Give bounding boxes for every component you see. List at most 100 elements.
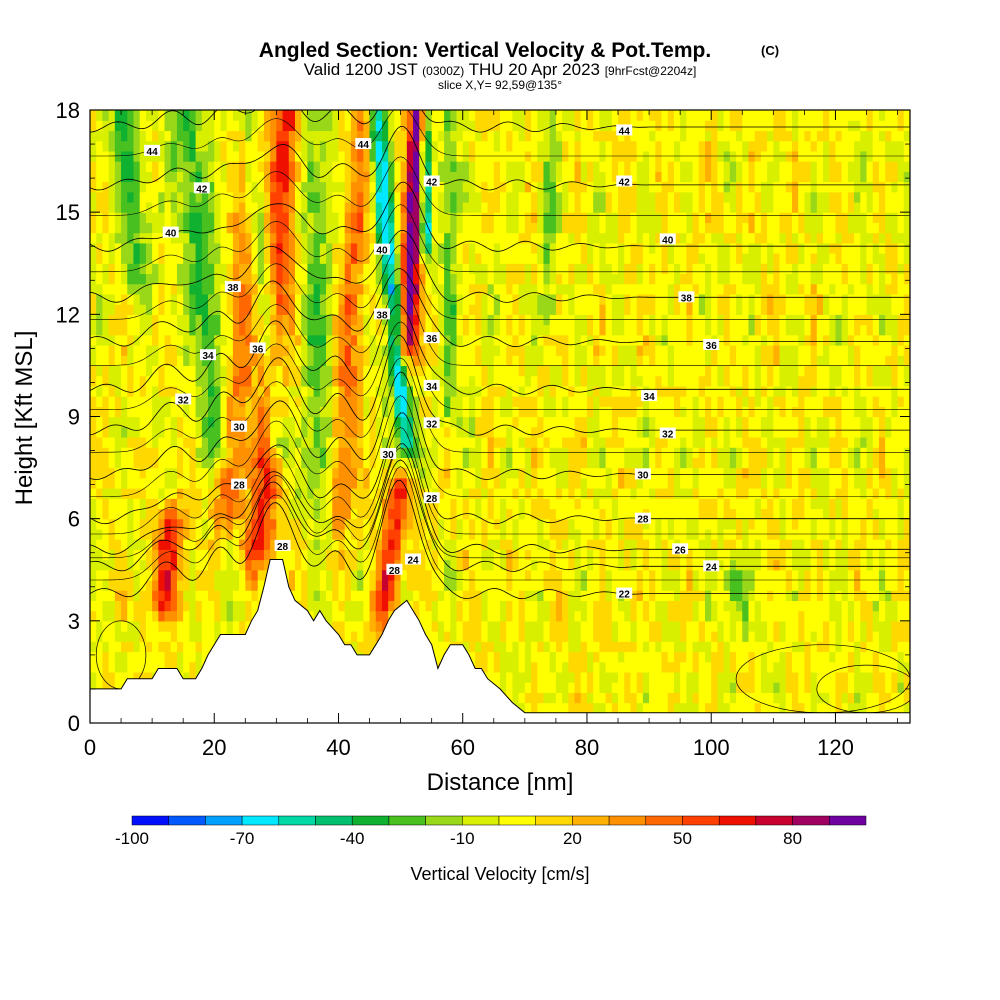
heat-cell (562, 467, 569, 479)
heat-cell (226, 467, 234, 479)
heat-cell (338, 253, 346, 264)
heat-cell (388, 539, 395, 550)
heat-cell (493, 518, 501, 530)
heat-cell (108, 120, 116, 132)
heat-cell (189, 467, 197, 479)
heat-cell (276, 375, 284, 387)
heat-cell (586, 140, 594, 152)
heat-cell (357, 181, 364, 193)
heat-cell (245, 324, 253, 336)
heat-cell (301, 528, 309, 540)
heat-cell (599, 671, 607, 683)
heat-cell (444, 447, 451, 458)
heat-cell (586, 396, 594, 407)
heat-cell (475, 600, 482, 612)
heat-cell (500, 283, 507, 295)
heat-cell (524, 702, 532, 714)
heat-cell (400, 110, 408, 121)
heat-cell (537, 314, 545, 326)
heat-cell (468, 355, 476, 367)
heat-cell (326, 120, 333, 132)
heat-cell (251, 212, 259, 223)
heat-cell (239, 579, 246, 591)
heat-cell (282, 467, 290, 479)
heat-cell (524, 110, 532, 121)
heat-cell (375, 344, 383, 356)
heat-cell (568, 222, 576, 234)
heat-cell (108, 436, 116, 448)
heat-cell (270, 191, 277, 203)
heat-cell (549, 232, 557, 244)
heat-cell (170, 161, 178, 172)
heat-cell (481, 600, 489, 612)
heat-cell (108, 283, 116, 295)
heat-cell (512, 426, 520, 438)
heat-cell (226, 181, 234, 193)
heat-cell (251, 457, 259, 469)
heat-cell (127, 508, 135, 520)
heat-cell (394, 375, 402, 387)
heat-cell (506, 355, 514, 367)
heat-cell (413, 477, 420, 489)
heat-cell (133, 191, 141, 203)
heat-cell (295, 161, 302, 172)
heat-cell (220, 120, 228, 132)
heat-cell (319, 263, 327, 275)
heat-cell (543, 396, 551, 407)
heat-cell (580, 253, 588, 264)
heat-cell (543, 702, 551, 714)
heat-cell (176, 273, 184, 285)
heat-cell (555, 344, 563, 356)
heat-cell (208, 304, 215, 315)
heat-cell (500, 396, 507, 407)
heat-cell (580, 518, 588, 530)
heat-cell (481, 498, 489, 510)
heat-cell (226, 140, 234, 152)
heat-cell (456, 140, 464, 152)
heat-cell (388, 426, 395, 438)
heat-cell (543, 365, 551, 377)
heat-cell (338, 610, 346, 622)
heat-cell (239, 130, 246, 142)
heat-cell (127, 293, 135, 305)
heat-cell (549, 702, 557, 714)
heat-cell (189, 620, 197, 632)
heat-cell (170, 641, 178, 653)
heat-cell (319, 283, 327, 295)
heat-cell (170, 283, 178, 295)
heat-cell (189, 222, 197, 234)
heat-cell (543, 304, 551, 315)
heat-cell (481, 620, 489, 632)
heat-cell (90, 110, 97, 121)
heat-cell (152, 436, 159, 448)
heat-cell (263, 334, 271, 346)
heat-cell (158, 467, 166, 479)
heat-cell (214, 406, 222, 418)
heat-cell (301, 375, 309, 387)
heat-cell (524, 375, 532, 387)
heat-cell (419, 253, 427, 264)
heat-cell (338, 242, 346, 254)
heat-cell (481, 641, 489, 653)
heat-cell (462, 120, 470, 132)
heat-cell (127, 140, 135, 152)
heat-cell (195, 508, 203, 520)
heat-cell (450, 488, 458, 499)
heat-cell (357, 641, 364, 653)
heat-cell (90, 498, 97, 510)
heat-cell (388, 436, 395, 448)
heat-cell (170, 426, 178, 438)
heat-cell (456, 212, 464, 223)
heat-cell (350, 201, 358, 213)
heat-cell (139, 273, 147, 285)
heat-cell (295, 181, 302, 193)
heat-cell (425, 467, 433, 479)
heat-cell (319, 232, 327, 244)
heat-cell (599, 488, 607, 499)
heat-cell (537, 120, 545, 132)
heat-cell (462, 488, 470, 499)
heat-cell (500, 365, 507, 377)
heat-cell (133, 120, 141, 132)
heat-cell (208, 314, 215, 326)
heat-cell (282, 457, 290, 469)
